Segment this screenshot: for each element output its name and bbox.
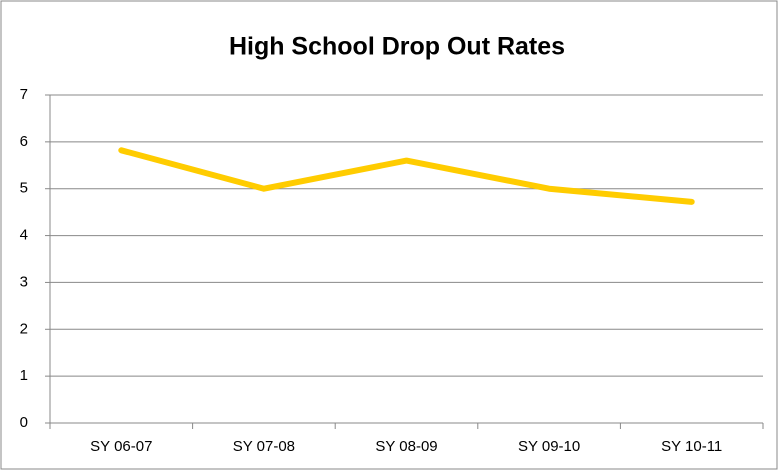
x-tick-label: SY 08-09: [375, 438, 437, 455]
y-tick-label: 4: [20, 227, 28, 244]
data-line: [118, 147, 695, 205]
y-tick-label: 7: [20, 86, 28, 103]
chart-title: High School Drop Out Rates: [229, 33, 565, 61]
y-tick-label: 6: [20, 133, 28, 150]
y-tick-label: 2: [20, 320, 28, 337]
x-tick-label: SY 10-11: [661, 438, 722, 455]
y-tick-label: 1: [20, 367, 28, 384]
y-tick-label: 3: [20, 273, 28, 290]
x-tick-label: SY 09-10: [518, 438, 580, 455]
x-tick-label: SY 06-07: [90, 438, 152, 455]
y-tick-label: 0: [20, 414, 28, 431]
y-tick-label: 5: [20, 180, 28, 197]
x-tick-label: SY 07-08: [233, 438, 295, 455]
